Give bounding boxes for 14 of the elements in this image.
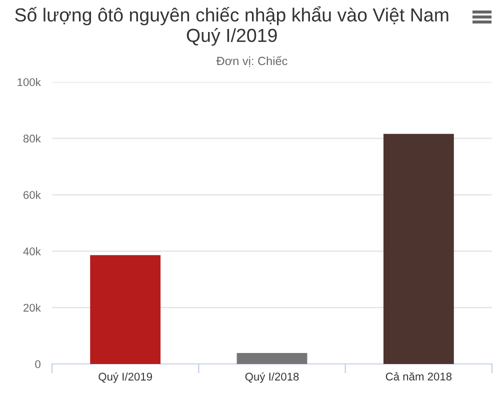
chart-title: Số lượng ôtô nguyên chiếc nhập khẩu vào Việt Nam Quý I/2019 <box>15 6 448 46</box>
bar <box>90 255 161 364</box>
y-tick-label: 80k <box>23 134 41 143</box>
y-tick-label: 0 <box>35 360 40 368</box>
bar <box>383 134 454 364</box>
y-tick-label: 100k <box>18 78 41 86</box>
chart-subtitle: Đơn vị: Chiếc <box>216 56 288 67</box>
y-tick-label: 40k <box>23 247 41 256</box>
x-tick-label: Quý I/2019 <box>98 372 152 383</box>
y-tick-label: 20k <box>24 304 41 312</box>
x-tick-label: Quý I/2018 <box>245 372 299 383</box>
y-tick-label: 60k <box>24 190 41 199</box>
bar <box>236 353 308 364</box>
x-tick-label: Cả năm 2018 <box>386 372 452 380</box>
